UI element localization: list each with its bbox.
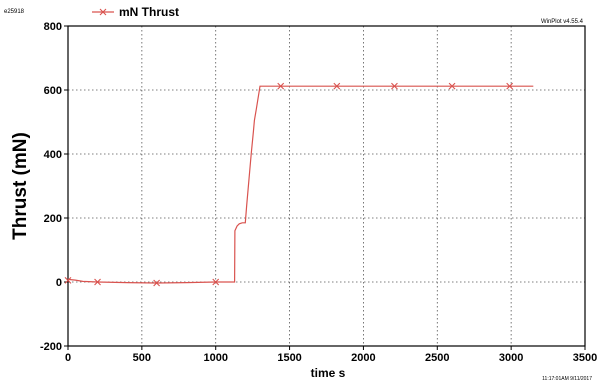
x-tick-label: 2500 xyxy=(425,352,449,364)
x-tick-label: 0 xyxy=(65,352,71,364)
y-tick-label: -200 xyxy=(40,341,62,353)
legend-label: mN Thrust xyxy=(119,5,179,19)
y-tick-label: 200 xyxy=(44,213,62,225)
series-line xyxy=(67,85,534,284)
legend-marker xyxy=(99,8,107,16)
y-tick-label: 600 xyxy=(44,85,62,97)
x-tick-label: 2000 xyxy=(351,352,375,364)
x-tick-label: 3000 xyxy=(499,352,523,364)
series-marker xyxy=(506,82,514,90)
series-marker xyxy=(153,279,161,287)
timestamp: 11:17:01AM 9/11/2017 xyxy=(542,376,592,381)
series-marker xyxy=(64,277,72,284)
series-marker xyxy=(391,82,398,90)
x-tick-label: 1500 xyxy=(277,352,301,364)
x-tick-label: 500 xyxy=(133,352,151,364)
x-tick-label: 3500 xyxy=(573,352,597,364)
file-id: e25918 xyxy=(4,9,25,15)
series-marker xyxy=(212,278,220,286)
y-axis-label: Thrust (mN) xyxy=(10,132,31,240)
series-marker xyxy=(94,278,101,286)
y-tick-label: 800 xyxy=(44,21,62,33)
series-marker xyxy=(333,82,341,90)
y-tick-label: 0 xyxy=(56,277,62,289)
software-label: WinPlot v4.55.4 xyxy=(541,19,584,25)
plot-area xyxy=(68,26,585,346)
y-tick-label: 400 xyxy=(44,149,62,161)
x-tick-label: 1000 xyxy=(203,352,227,364)
plot-frame xyxy=(67,25,586,347)
series-marker xyxy=(448,82,456,90)
series-marker xyxy=(277,82,285,90)
x-axis-label: time s xyxy=(311,366,346,380)
